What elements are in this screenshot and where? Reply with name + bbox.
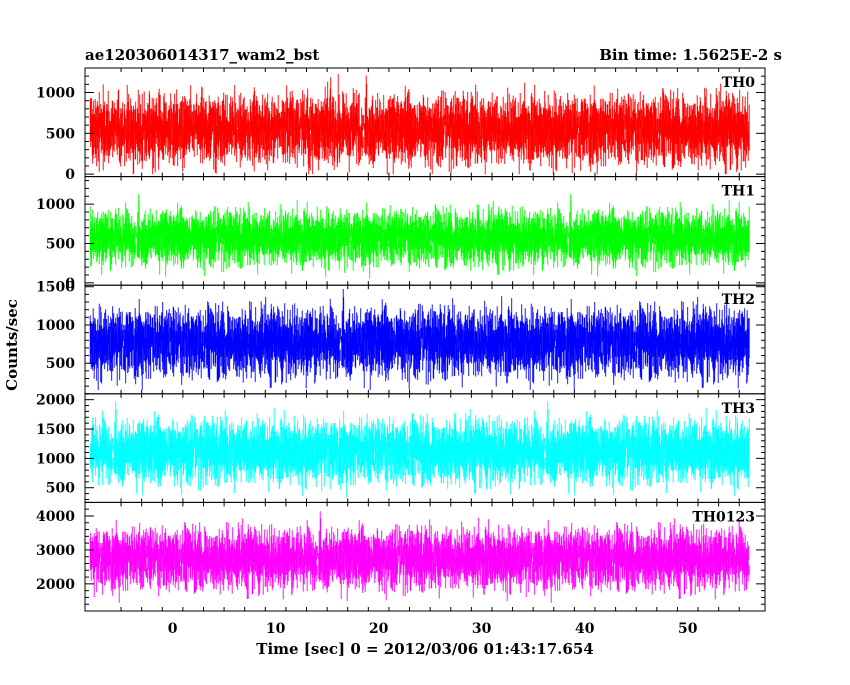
- series-line-th2: [89, 289, 750, 390]
- y-tick-label: 1500: [36, 280, 75, 296]
- panel-label-th0: TH0: [722, 75, 756, 91]
- x-tick-label: 40: [575, 621, 595, 637]
- bin-time-label: Bin time: 1.5625E-2 s: [599, 46, 782, 64]
- series-line-th1: [89, 194, 750, 279]
- y-tick-label: 1000: [36, 85, 75, 101]
- panel-th0123: 2000 3000 4000 TH0123: [36, 501, 766, 612]
- panels-group: 0 500 1000 TH0 0 500 1000 TH1 500 1000 1500 TH2 500 1…: [36, 67, 766, 612]
- panel-label-th2: TH2: [722, 292, 755, 308]
- series-line-th3: [89, 401, 750, 498]
- y-tick-label: 500: [46, 236, 75, 252]
- panel-th1: 0 500 1000 TH1: [36, 176, 766, 292]
- x-axis-label: Time [sec] 0 = 2012/03/06 01:43:17.654: [256, 640, 593, 658]
- series-line-th0: [89, 74, 750, 175]
- x-tick-label: 50: [678, 621, 698, 637]
- y-tick-label: 0: [65, 167, 75, 183]
- panel-label-th3: TH3: [722, 401, 755, 417]
- panel-label-th0123: TH0123: [692, 509, 755, 525]
- panel-label-th1: TH1: [722, 184, 755, 200]
- y-axis-label: Counts/sec: [3, 299, 21, 391]
- panel-th3: 500 1000 1500 2000 TH3: [36, 393, 766, 503]
- panel-th2: 500 1000 1500 TH2: [36, 280, 766, 395]
- x-tick-label: 20: [369, 621, 389, 637]
- x-tick-label: 0: [168, 621, 178, 637]
- y-tick-label: 1500: [36, 422, 75, 438]
- x-tick-label: 30: [472, 621, 492, 637]
- y-tick-label: 1000: [36, 197, 75, 213]
- y-tick-label: 0: [65, 276, 75, 292]
- series-line-th0123: [89, 511, 750, 603]
- panel-th0: 0 500 1000 TH0: [36, 67, 766, 183]
- y-tick-label: 2000: [36, 577, 75, 593]
- chart-title: ae120306014317_wam2_bst: [85, 46, 319, 64]
- y-tick-label: 2000: [36, 393, 75, 409]
- y-tick-label: 4000: [36, 509, 75, 525]
- x-tick-label: 10: [266, 621, 286, 637]
- y-tick-label: 1000: [36, 318, 75, 334]
- y-tick-label: 500: [46, 126, 75, 142]
- y-tick-label: 500: [46, 356, 75, 372]
- x-axis: 0 10 20 30 40 50: [168, 621, 698, 637]
- y-tick-label: 1000: [36, 451, 75, 467]
- y-tick-label: 500: [46, 481, 75, 497]
- y-tick-label: 3000: [36, 543, 75, 559]
